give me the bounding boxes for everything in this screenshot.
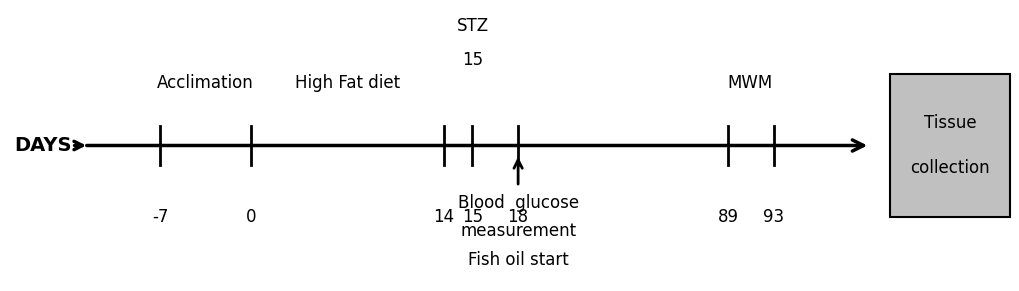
Text: Tissue: Tissue bbox=[923, 114, 975, 132]
Text: 15: 15 bbox=[462, 208, 483, 226]
Text: collection: collection bbox=[910, 159, 989, 177]
Text: 89: 89 bbox=[717, 208, 738, 226]
Text: 93: 93 bbox=[762, 208, 784, 226]
Text: MWM: MWM bbox=[728, 74, 772, 92]
Text: STZ: STZ bbox=[455, 17, 488, 35]
Text: Fish oil start: Fish oil start bbox=[468, 251, 568, 269]
Text: High Fat diet: High Fat diet bbox=[294, 74, 399, 92]
Text: 15: 15 bbox=[462, 51, 483, 69]
Text: 0: 0 bbox=[246, 208, 257, 226]
Text: measurement: measurement bbox=[460, 222, 576, 240]
Text: 14: 14 bbox=[433, 208, 454, 226]
Text: 18: 18 bbox=[507, 208, 528, 226]
FancyBboxPatch shape bbox=[890, 74, 1009, 217]
Text: Acclimation: Acclimation bbox=[157, 74, 254, 92]
Text: -7: -7 bbox=[152, 208, 168, 226]
Text: DAYS: DAYS bbox=[14, 136, 72, 155]
Text: Blood  glucose: Blood glucose bbox=[458, 194, 578, 212]
